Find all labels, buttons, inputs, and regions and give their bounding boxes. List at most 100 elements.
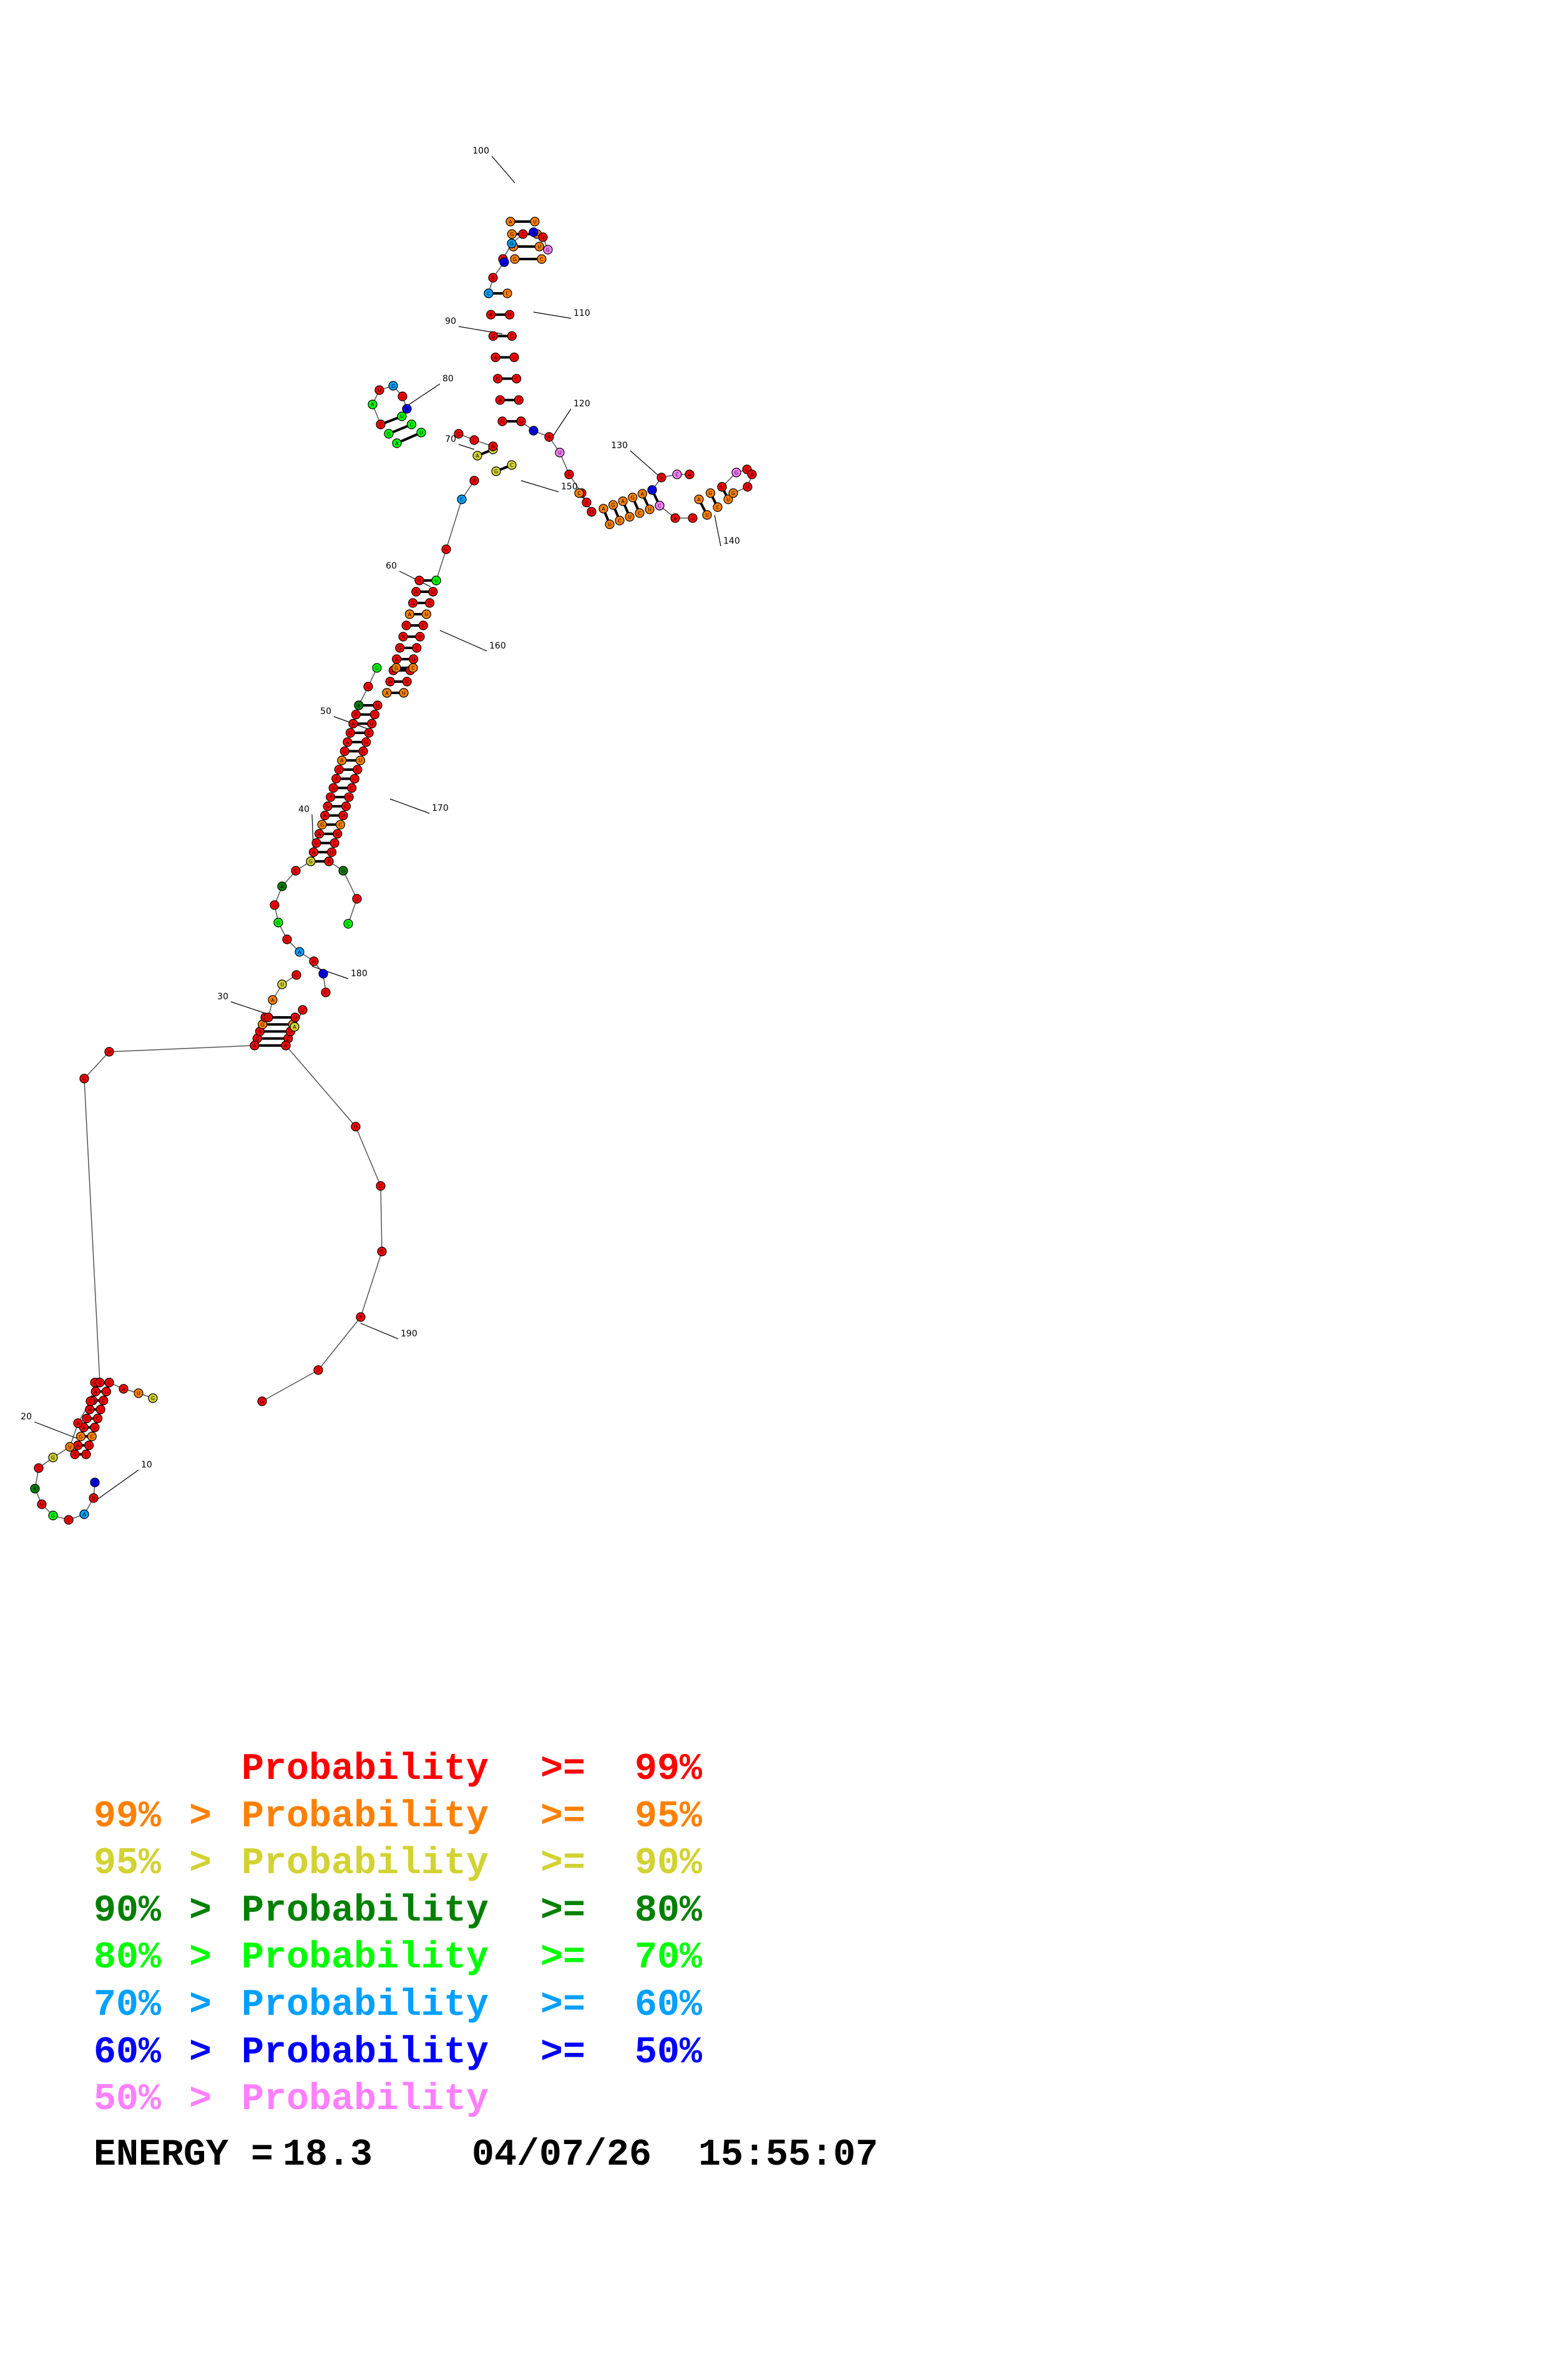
legend-operator: >= [540, 1748, 586, 1791]
nucleotide-letter: U [341, 813, 345, 818]
nucleotide-circle [99, 1396, 109, 1406]
nucleotide-base: C [408, 663, 418, 673]
nucleotide-letter: A [327, 859, 331, 864]
nucleotide-base: U [326, 847, 337, 857]
nucleotide-letter: U [107, 1049, 111, 1055]
nucleotide-circle [347, 783, 357, 793]
nucleotide-base: C [263, 1012, 273, 1022]
position-label: 60 [386, 561, 397, 571]
nucleotide-circle [95, 1404, 105, 1414]
nucleotide-letter: G [391, 383, 395, 389]
nucleotide-base: C [335, 820, 345, 830]
nucleotide-base: G [323, 801, 333, 811]
nucleotide-circle [655, 501, 665, 511]
legend-operator: >= [540, 2031, 586, 2074]
nucleotide-circle [418, 620, 428, 630]
nucleotide-base: U [688, 513, 698, 523]
nucleotide-circle [469, 435, 479, 445]
legend-lower-bound: 90% [94, 1889, 162, 1932]
nucleotide-base: U [361, 737, 371, 747]
nucleotide-circle [363, 682, 373, 692]
nucleotide-letter: U [301, 1007, 305, 1013]
nucleotide-circle [512, 374, 522, 384]
nucleotide-base: C [104, 1378, 114, 1388]
nucleotide-base: G [148, 1393, 158, 1403]
nucleotide-circle [338, 810, 348, 821]
nucleotide-circle [308, 847, 319, 857]
nucleotide-base: G [48, 1452, 58, 1462]
nucleotide-letter: A [371, 402, 374, 408]
nucleotide-circle [656, 473, 666, 482]
nucleotide-base: C [321, 987, 331, 997]
nucleotide-base: A [277, 881, 287, 891]
nucleotide-base: G [497, 416, 507, 426]
nucleotide-circle [615, 516, 625, 526]
nucleotide-letter: C [344, 804, 348, 810]
nucleotide-letter: U [541, 235, 545, 240]
nucleotide-letter: G [494, 469, 498, 474]
nucleotide-base: G [488, 331, 498, 341]
legend-label: Probability [242, 1889, 489, 1932]
nucleotide-circle [543, 245, 553, 255]
nucleotide-letter: U [431, 589, 435, 595]
nucleotide-circle [499, 257, 509, 267]
position-labels: 10 20 30 40 50 60 70 80 90 100 110 120 130 140 150 160 1… [21, 146, 740, 1470]
nucleotide-base: A [670, 513, 680, 523]
position-leader-line [630, 450, 663, 480]
nucleotide-base: G [491, 466, 501, 476]
nucleotide-base: G [414, 575, 424, 585]
nucleotide-circle [84, 1441, 94, 1451]
nucleotide-letter: G [708, 491, 712, 496]
nucleotide-base: G [345, 728, 356, 738]
nucleotide-letter: A [76, 1421, 80, 1426]
nucleotide-letter: C [675, 472, 679, 477]
nucleotide-circle [334, 765, 344, 775]
nucleotide-letter: A [395, 657, 399, 662]
nucleotide-circle [367, 718, 377, 729]
nucleotide-base: C [529, 426, 539, 436]
loop-backbone [436, 480, 475, 581]
nucleotide-circle [408, 663, 418, 673]
nucleotide-letter: U [289, 1029, 293, 1035]
nucleotide-base: U [363, 682, 373, 692]
nucleotide-circle [281, 1041, 291, 1050]
nucleotide-letter: C [367, 730, 371, 736]
nucleotide-letter: G [276, 920, 280, 926]
nucleotide-base: U [374, 385, 384, 395]
nucleotide-letter: C [411, 665, 415, 671]
nucleotide-base: C [672, 469, 682, 479]
nucleotide-base: U [605, 519, 615, 529]
nucleotide-letter: G [93, 1380, 97, 1386]
nucleotide-circle [82, 1413, 92, 1424]
energy-value: 18.3 [283, 2134, 373, 2177]
nucleotide-letter: U [364, 740, 368, 745]
nucleotide-base: U [338, 866, 348, 876]
nucleotide-circle [391, 663, 401, 673]
nucleotide-base: A [30, 1484, 40, 1494]
nucleotide-base: U [717, 482, 727, 492]
legend-label: Probability [242, 2079, 489, 2122]
nucleotide-base: G [79, 1074, 89, 1084]
nucleotide-circle [407, 598, 418, 608]
nucleotide-circle [702, 510, 712, 520]
nucleotide-letter: C [350, 785, 354, 791]
nucleotide-base: U [723, 494, 733, 504]
nucleotide-letter: U [608, 522, 612, 527]
nucleotide-circle [618, 496, 628, 506]
nucleotide-base: C [655, 501, 665, 511]
nucleotide-circle [728, 488, 738, 498]
nucleotide-circle [382, 688, 392, 698]
loop-backbone [274, 861, 326, 993]
nucleotide-letter: U [280, 982, 284, 987]
position-label: 190 [401, 1329, 417, 1339]
nucleotide-base: U [298, 1005, 308, 1015]
nucleotide-base: C [537, 254, 547, 264]
nucleotide-base: A [404, 609, 415, 619]
nucleotide-base: A [391, 654, 402, 664]
nucleotide-letter: A [318, 831, 321, 837]
nucleotide-circle [328, 783, 338, 793]
nucleotide-circle [625, 512, 635, 522]
nucleotide-circle [351, 1122, 361, 1132]
nucleotide-base: U [499, 257, 509, 267]
nucleotide-circle [469, 476, 479, 486]
